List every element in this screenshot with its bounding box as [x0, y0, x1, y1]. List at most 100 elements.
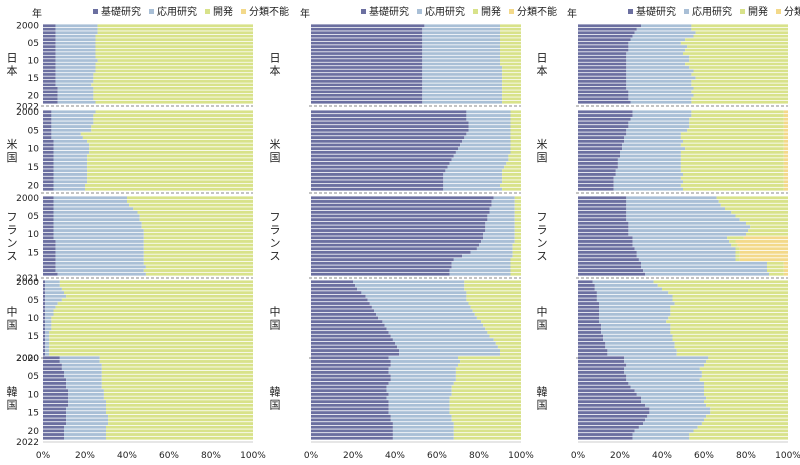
bar-segment: [626, 73, 692, 76]
bar-segment: [691, 83, 788, 87]
bar-segment: [634, 247, 736, 251]
bar-segment: [311, 165, 448, 169]
bar-segment: [674, 341, 788, 345]
bar-segment: [599, 320, 667, 324]
bar-segment: [599, 309, 671, 313]
bar-segment: [578, 418, 646, 422]
bar-segment: [641, 265, 767, 269]
bar-segment: [43, 41, 56, 45]
bar-segment: [735, 214, 788, 218]
bar-segment: [578, 100, 631, 104]
bar-segment: [311, 433, 393, 436]
bar-segment: [649, 407, 711, 411]
bar-segment: [578, 207, 627, 211]
bar-segment: [311, 381, 389, 385]
bar-segment: [500, 52, 521, 55]
bar-segment: [680, 161, 784, 165]
bar-segment: [43, 243, 56, 247]
bar-segment: [693, 86, 788, 90]
bar-segment: [311, 180, 444, 184]
bar-segment: [95, 34, 253, 38]
bar-segment: [693, 69, 788, 73]
bar-segment: [61, 298, 254, 302]
bar-segment: [43, 429, 64, 433]
bar-segment: [683, 139, 784, 143]
bar-segment: [143, 250, 253, 254]
bar-segment: [578, 173, 616, 176]
bar-segment: [395, 341, 496, 345]
bar-segment: [311, 59, 423, 62]
bar-segment: [311, 207, 490, 211]
bar-segment: [578, 400, 641, 404]
bar-segment: [89, 147, 253, 151]
bar-segment: [43, 90, 58, 94]
bar-segment: [311, 411, 389, 415]
x-tick-label: 60%: [159, 451, 179, 461]
bar-segment: [783, 261, 788, 265]
x-tick-label: 60%: [427, 451, 447, 461]
bar-segment: [599, 316, 669, 320]
bar-segment: [129, 203, 253, 207]
x-tick-label: 20%: [610, 451, 630, 461]
bar-segment: [510, 121, 521, 125]
bar-segment: [49, 352, 253, 356]
bar-segment: [45, 280, 60, 284]
bar-segment: [578, 250, 637, 254]
bar-segment: [626, 210, 732, 214]
bar-segment: [43, 121, 52, 125]
bar-segment: [514, 200, 521, 203]
bar-segment: [55, 83, 92, 87]
bar-segment: [43, 312, 46, 316]
legend-swatch-unclassified: [509, 9, 514, 14]
bar-segment: [101, 385, 253, 389]
bar-segment: [43, 298, 46, 302]
bar-segment: [472, 309, 521, 313]
bar-segment: [578, 258, 639, 262]
bar-segment: [101, 367, 253, 371]
country-label: 韓国: [537, 386, 548, 412]
bar-segment: [311, 154, 454, 158]
bar-segment: [578, 352, 608, 356]
bar-segment: [641, 400, 704, 404]
bar-segment: [43, 86, 58, 90]
bar-segment: [510, 150, 521, 154]
bar-segment: [311, 232, 484, 236]
bar-segment: [43, 100, 58, 104]
bar-segment: [53, 214, 140, 218]
bar-segment: [708, 356, 788, 360]
year-tick-label: 05: [28, 296, 39, 306]
bar-segment: [311, 403, 389, 407]
bar-segment: [357, 287, 465, 291]
bar-segment: [578, 309, 599, 313]
bar-segment: [578, 76, 627, 80]
bar-segment: [311, 62, 423, 66]
legend-label-development: 開発: [481, 5, 501, 18]
bar-segment: [311, 110, 467, 114]
bar-segment: [55, 59, 98, 62]
bar-segment: [99, 356, 253, 360]
bar-segment: [487, 331, 521, 334]
bar-segment: [578, 425, 639, 429]
bar-segment: [43, 218, 54, 222]
bar-segment: [783, 150, 788, 154]
bar-segment: [449, 269, 511, 272]
bar-segment: [43, 414, 67, 418]
bar-segment: [64, 429, 106, 433]
bar-segment: [676, 349, 788, 352]
x-tick-label: 80%: [736, 451, 756, 461]
bar-segment: [311, 302, 370, 305]
bar-segment: [66, 407, 106, 411]
bar-segment: [106, 403, 253, 407]
bar-segment: [311, 360, 391, 363]
bar-segment: [311, 247, 477, 251]
bar-segment: [141, 225, 253, 229]
bar-segment: [55, 261, 144, 265]
bar-segment: [649, 411, 711, 415]
bar-segment: [680, 158, 784, 162]
bar-segment: [479, 243, 513, 247]
bar-segment: [683, 173, 784, 176]
bar-segment: [311, 429, 393, 433]
bar-segment: [624, 139, 683, 143]
bar-segment: [607, 352, 677, 356]
bar-segment: [634, 429, 694, 433]
